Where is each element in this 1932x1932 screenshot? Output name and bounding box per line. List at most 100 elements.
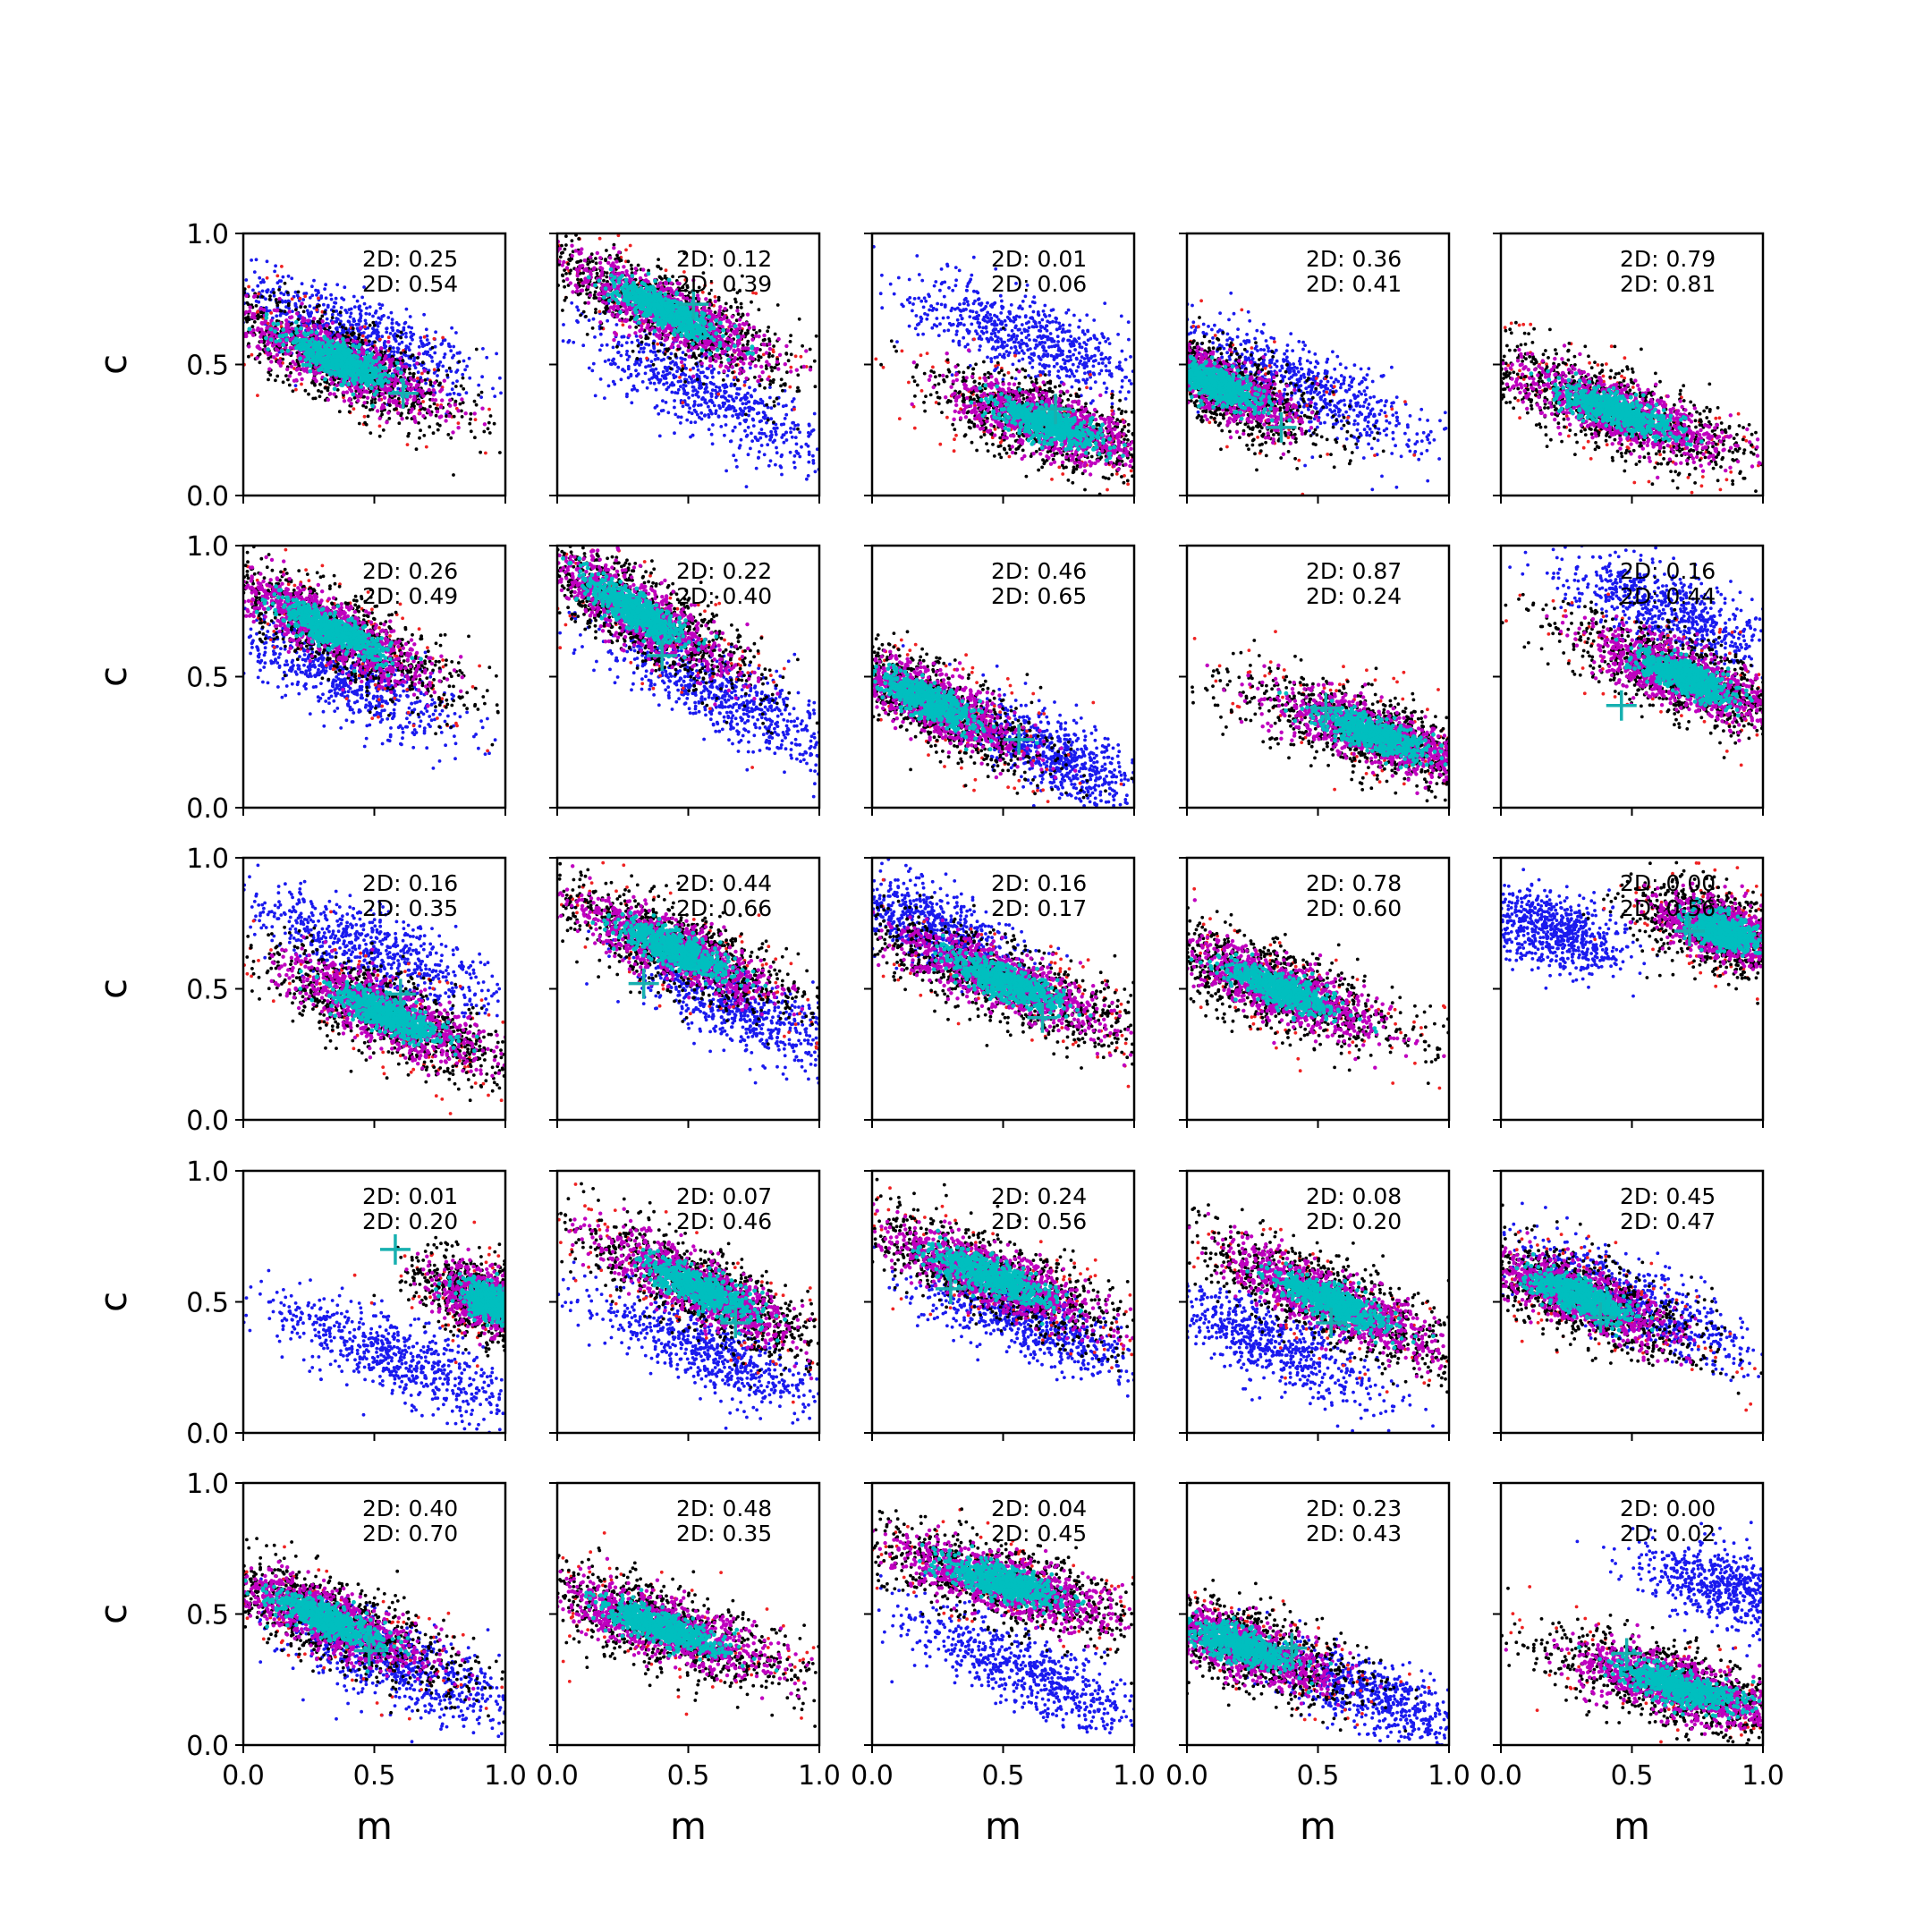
data-point bbox=[715, 409, 718, 412]
data-point bbox=[415, 361, 419, 365]
data-point bbox=[433, 381, 436, 385]
data-point bbox=[269, 337, 274, 342]
data-point bbox=[657, 381, 661, 385]
data-point bbox=[324, 283, 327, 286]
data-point bbox=[312, 360, 317, 364]
data-point bbox=[275, 353, 279, 357]
data-point bbox=[452, 382, 455, 386]
data-point bbox=[326, 318, 329, 321]
data-point bbox=[795, 369, 799, 372]
data-point bbox=[674, 363, 677, 367]
data-point bbox=[352, 339, 355, 343]
data-point bbox=[781, 389, 784, 393]
data-point bbox=[696, 377, 699, 381]
data-point bbox=[402, 326, 406, 330]
data-point bbox=[431, 398, 435, 402]
data-point bbox=[468, 357, 471, 360]
data-point bbox=[470, 429, 473, 433]
data-point bbox=[752, 408, 756, 411]
data-point bbox=[702, 382, 706, 386]
data-point bbox=[679, 379, 682, 383]
data-point bbox=[352, 378, 356, 383]
data-point bbox=[258, 360, 262, 364]
data-point bbox=[607, 385, 611, 388]
data-point bbox=[567, 258, 571, 261]
data-point bbox=[722, 404, 725, 408]
data-point bbox=[560, 251, 564, 255]
data-point bbox=[734, 363, 738, 367]
data-point bbox=[340, 383, 344, 387]
data-point bbox=[433, 337, 436, 341]
data-point bbox=[780, 473, 784, 477]
data-point bbox=[353, 305, 357, 309]
data-point bbox=[398, 357, 402, 360]
data-point bbox=[586, 333, 589, 336]
data-point bbox=[483, 422, 487, 426]
data-point bbox=[383, 351, 386, 354]
data-point bbox=[281, 343, 285, 347]
data-point bbox=[303, 352, 308, 356]
data-point bbox=[284, 282, 287, 285]
data-point bbox=[275, 347, 278, 351]
data-point bbox=[790, 352, 793, 356]
data-point bbox=[272, 355, 275, 359]
data-point bbox=[275, 309, 278, 312]
data-point bbox=[428, 388, 431, 392]
data-point bbox=[708, 409, 712, 412]
data-point bbox=[801, 344, 804, 348]
data-point bbox=[669, 367, 673, 370]
data-point bbox=[377, 331, 380, 335]
data-point bbox=[707, 405, 710, 409]
data-point bbox=[639, 276, 642, 280]
data-point bbox=[699, 403, 703, 407]
data-point bbox=[606, 271, 609, 275]
data-point bbox=[808, 453, 811, 456]
data-point bbox=[773, 439, 776, 443]
data-point bbox=[266, 259, 269, 263]
data-point bbox=[485, 356, 488, 360]
data-point bbox=[286, 349, 291, 353]
data-point bbox=[418, 345, 421, 349]
data-point bbox=[671, 275, 674, 278]
data-point bbox=[345, 331, 349, 335]
data-point bbox=[725, 337, 729, 341]
data-point bbox=[612, 346, 615, 350]
data-point bbox=[652, 363, 656, 367]
data-point bbox=[784, 417, 787, 420]
data-point bbox=[628, 355, 631, 359]
data-point bbox=[400, 331, 403, 335]
data-point bbox=[736, 378, 740, 382]
data-point bbox=[765, 351, 768, 354]
data-point bbox=[345, 390, 349, 394]
data-point bbox=[798, 430, 801, 434]
data-point bbox=[760, 444, 764, 447]
data-point bbox=[331, 381, 335, 385]
data-point bbox=[475, 403, 479, 407]
data-point bbox=[785, 438, 789, 442]
data-point bbox=[771, 354, 775, 358]
data-point bbox=[705, 402, 708, 405]
data-point bbox=[736, 416, 740, 419]
data-point bbox=[448, 398, 452, 402]
data-point bbox=[458, 360, 462, 364]
data-point bbox=[622, 323, 625, 326]
data-point bbox=[493, 422, 496, 426]
data-point bbox=[813, 360, 817, 363]
data-point bbox=[717, 386, 721, 390]
data-point bbox=[400, 352, 403, 355]
data-point bbox=[577, 237, 580, 241]
data-point bbox=[662, 383, 665, 386]
data-point bbox=[568, 339, 572, 343]
data-point bbox=[343, 399, 346, 402]
data-point bbox=[719, 363, 723, 367]
data-point bbox=[630, 316, 633, 319]
data-point bbox=[441, 336, 445, 340]
data-point bbox=[579, 314, 582, 318]
data-point bbox=[680, 360, 683, 364]
data-point bbox=[309, 330, 314, 335]
data-point bbox=[474, 418, 478, 421]
data-point bbox=[708, 428, 711, 431]
data-point bbox=[378, 338, 382, 342]
data-point bbox=[300, 377, 303, 381]
data-point bbox=[772, 378, 775, 382]
